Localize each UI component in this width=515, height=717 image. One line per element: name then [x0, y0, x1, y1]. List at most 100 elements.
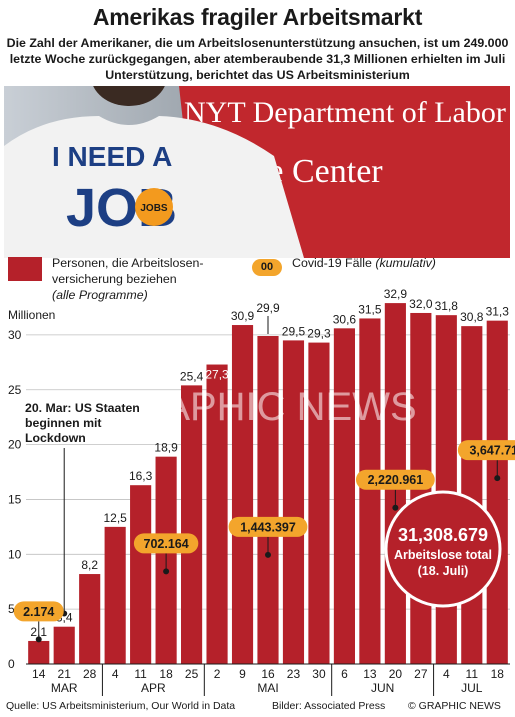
covid-pointer-dot: [35, 636, 42, 643]
x-tick-label: 23: [287, 667, 301, 681]
month-label: APR: [141, 681, 166, 695]
covid-badge-label: 2.174: [23, 605, 54, 619]
x-tick-label: 27: [414, 667, 428, 681]
bar-value-label: 32,0: [409, 297, 433, 311]
bar-value-label: 18,9: [154, 441, 178, 455]
sign-text-line1: NYT Department of Labor: [184, 96, 506, 129]
x-tick-label: 21: [58, 667, 72, 681]
x-tick-label: 9: [239, 667, 246, 681]
chart-subtitle: Die Zahl der Amerikaner, die um Arbeitsl…: [6, 36, 509, 82]
bar: [130, 485, 152, 664]
legend-bars-label: Personen, die Arbeitslosen- versicherung…: [52, 255, 204, 303]
bar: [28, 640, 50, 664]
bar: [308, 342, 330, 664]
y-tick-label: 20: [8, 438, 22, 452]
x-tick-label: 25: [185, 667, 199, 681]
jobs-badge-text: JOBS: [140, 203, 168, 214]
bar-value-label: 31,8: [435, 299, 459, 313]
bar-value-label: 16,3: [129, 469, 153, 483]
copyright: © GRAPHIC NEWS: [408, 700, 501, 712]
bar-value-label: 27,3: [205, 368, 229, 382]
y-tick-label: 10: [8, 547, 22, 561]
x-tick-label: 4: [112, 667, 119, 681]
t-shirt: [4, 116, 304, 258]
image-credit: Bilder: Associated Press: [272, 700, 386, 712]
x-tick-label: 2: [214, 667, 221, 681]
y-tick-label: 30: [8, 328, 22, 342]
bar-value-label: 25,4: [180, 369, 204, 383]
bar-value-label: 30,9: [231, 309, 255, 323]
covid-pointer-dot: [265, 551, 271, 558]
covid-pointer-dot: [494, 475, 501, 482]
y-tick-label: 25: [8, 383, 22, 397]
bar-value-label: 12,5: [103, 511, 127, 525]
x-tick-label: 11: [466, 667, 479, 681]
total-value: 31,308.679: [398, 525, 488, 545]
chart-title: Amerikas fragiler Arbeitsmarkt: [92, 4, 423, 30]
legend-bar-swatch: [8, 257, 42, 281]
x-tick-label: 28: [83, 667, 97, 681]
x-tick-label: 18: [159, 667, 173, 681]
month-label: JUN: [371, 681, 394, 695]
bar: [181, 385, 203, 664]
total-label: Arbeitslose total: [394, 548, 492, 562]
legend-covid-badge: 00: [252, 259, 282, 276]
y-tick-label: 5: [8, 602, 15, 616]
covid-pointer-dot: [163, 568, 170, 575]
y-tick-label: 0: [8, 657, 15, 671]
legend-bars-line2: versicherung beziehen: [52, 272, 177, 286]
lockdown-annotation-line2: beginnen mit: [25, 416, 102, 430]
bar-value-label: 29,9: [256, 301, 280, 315]
bar: [104, 526, 126, 664]
x-tick-label: 30: [312, 667, 326, 681]
x-tick-label: 6: [341, 667, 348, 681]
x-tick-label: 13: [363, 667, 377, 681]
y-tick-label: 15: [8, 492, 22, 506]
shirt-text-line1: I NEED A: [52, 141, 172, 172]
total-date: (18. Juli): [418, 564, 469, 578]
legend-bars-line1: Personen, die Arbeitslosen-: [52, 256, 204, 270]
lockdown-annotation-line1: 20. Mar: US Staaten: [25, 401, 140, 415]
bar: [359, 318, 381, 664]
x-tick-label: 16: [261, 667, 275, 681]
bar-value-label: 30,8: [460, 310, 484, 324]
watermark: GRAPHIC NEWS: [103, 385, 416, 429]
x-tick-label: 18: [491, 667, 505, 681]
x-tick-label: 11: [134, 667, 147, 681]
covid-badge: [457, 440, 515, 461]
bar: [257, 336, 279, 664]
bar: [231, 325, 254, 664]
total-circle: [384, 490, 502, 608]
bar-value-label: 30,6: [333, 312, 357, 326]
month-label: MAI: [257, 681, 278, 695]
x-tick-label: 4: [443, 667, 450, 681]
covid-badge: [133, 533, 199, 554]
legend-covid-label: Covid-19 Fälle (kumulativ): [292, 256, 436, 270]
bar-value-label: 31,3: [486, 305, 510, 319]
bar: [333, 328, 355, 664]
legend-bars-note: (alle Programme): [52, 288, 148, 302]
bar: [53, 626, 75, 664]
covid-pointer-dot: [392, 504, 399, 511]
bar: [486, 320, 508, 664]
source-note: Quelle: US Arbeitsministerium, Our World…: [6, 700, 236, 712]
lockdown-annotation-line3: Lockdown: [25, 431, 86, 445]
bar-value-label: 29,3: [307, 327, 331, 341]
bar-value-label: 31,5: [358, 302, 382, 316]
covid-badge-label: 1,443.397: [240, 520, 296, 534]
covid-badge-label: 3,647.715: [469, 444, 515, 458]
covid-badge: [355, 469, 435, 490]
legend-covid-text: Covid-19 Fälle: [292, 256, 372, 270]
covid-badge-label: 2,220.961: [368, 473, 424, 487]
x-tick-label: 14: [32, 667, 46, 681]
covid-badge: [228, 516, 308, 537]
covid-badge: [13, 601, 64, 622]
y-axis-label: Millionen: [8, 308, 56, 322]
bar-value-label: 32,9: [384, 287, 408, 301]
bar-value-label: 29,5: [282, 324, 306, 338]
legend-covid-note: (kumulativ): [375, 256, 436, 270]
bar: [435, 315, 457, 664]
month-label: MAR: [51, 681, 78, 695]
